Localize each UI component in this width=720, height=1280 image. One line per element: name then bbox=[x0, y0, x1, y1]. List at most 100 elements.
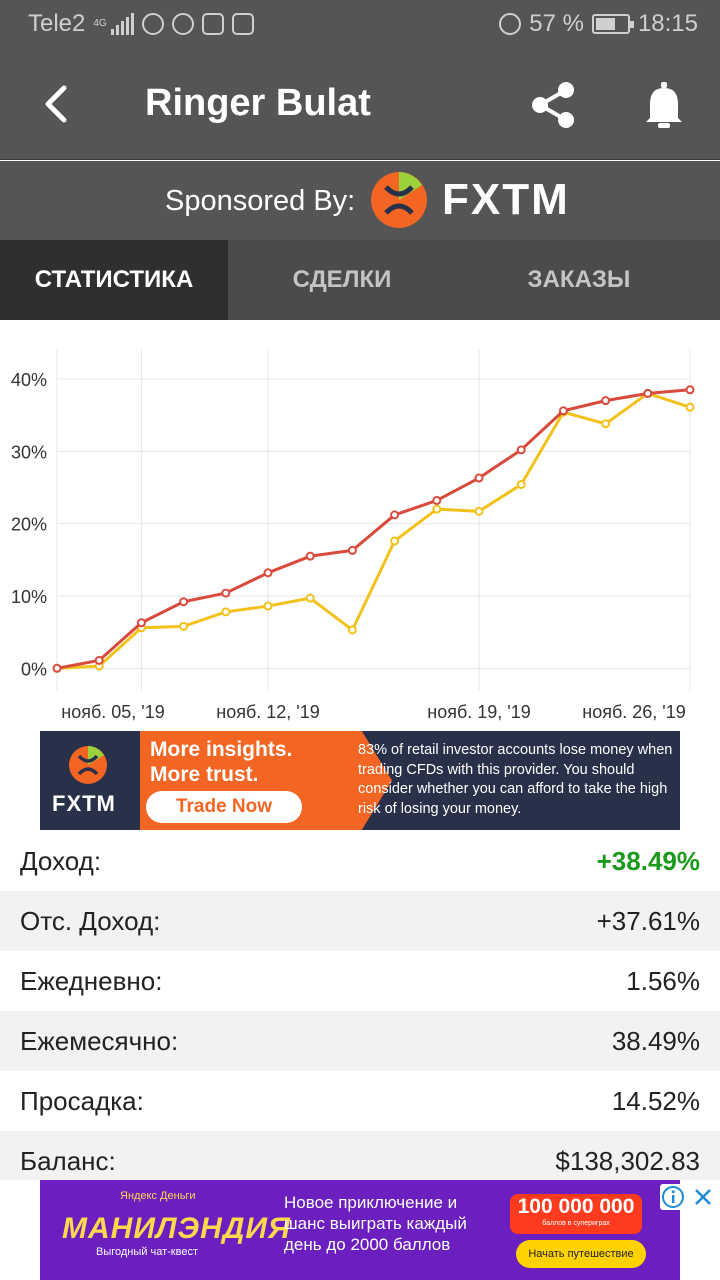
data-point bbox=[52, 663, 62, 673]
ad-brand-subtitle: Выгодный чат-квест bbox=[96, 1246, 198, 1258]
data-point bbox=[305, 593, 315, 603]
stat-value: $138,302.83 bbox=[555, 1145, 700, 1176]
network-type: 4G bbox=[93, 18, 107, 29]
data-point bbox=[221, 588, 231, 598]
ad-fxtm-wordmark: FXTM bbox=[52, 791, 116, 816]
stat-label: Ежемесячно: bbox=[20, 1025, 179, 1056]
stat-label: Ежедневно: bbox=[20, 965, 163, 996]
y-tick-label: 0% bbox=[21, 659, 47, 679]
data-point bbox=[432, 495, 442, 505]
stat-label: Отс. Доход: bbox=[20, 905, 161, 936]
ad-info-icon[interactable] bbox=[660, 1184, 686, 1210]
fxtm-ad-logo-icon bbox=[69, 746, 107, 784]
page-title: Ringer Bulat bbox=[145, 82, 371, 124]
data-point bbox=[601, 396, 611, 406]
data-point bbox=[685, 402, 695, 412]
search-icon bbox=[141, 13, 164, 35]
data-point bbox=[474, 506, 484, 516]
tab-orders[interactable]: ЗАКАЗЫ bbox=[527, 266, 631, 293]
stat-value: 1.56% bbox=[626, 965, 700, 996]
data-point bbox=[685, 385, 695, 395]
tab-bar: СТАТИСТИКА СДЕЛКИ ЗАКАЗЫ bbox=[0, 240, 720, 320]
data-point bbox=[221, 607, 231, 617]
status-bar: Tele2 4G 57 % 18:15 bbox=[0, 0, 720, 50]
y-tick-label: 10% bbox=[11, 587, 47, 607]
stat-row-abs-gain: Отс. Доход: +37.61% bbox=[0, 891, 720, 951]
signal-icon bbox=[110, 13, 134, 35]
data-point bbox=[390, 536, 400, 546]
data-point bbox=[432, 504, 442, 514]
app-bar: Ringer Bulat bbox=[0, 50, 720, 160]
data-point bbox=[601, 419, 611, 429]
y-tick-label: 20% bbox=[11, 515, 47, 535]
sponsor-label: Sponsored By: bbox=[165, 185, 356, 217]
whatsapp-icon bbox=[171, 13, 194, 35]
y-tick-label: 30% bbox=[11, 442, 47, 462]
stat-row-monthly: Ежемесячно: 38.49% bbox=[0, 1011, 720, 1071]
battery-icon bbox=[591, 14, 634, 34]
ad-headline-line-2: More trust. bbox=[150, 763, 259, 786]
data-point bbox=[347, 545, 357, 555]
ad-prize-amount: 100 000 000 bbox=[517, 1195, 635, 1218]
ad-message: Новое приключение и шанс выиграть каждый… bbox=[284, 1193, 467, 1254]
x-tick-label: нояб. 26, '19 bbox=[582, 702, 686, 722]
fxtm-wordmark: FXTM bbox=[442, 175, 570, 224]
ad-close-icon[interactable] bbox=[690, 1184, 716, 1210]
x-tick-label: нояб. 12, '19 bbox=[216, 702, 320, 722]
trade-now-button[interactable]: Trade Now bbox=[146, 791, 302, 823]
ad-sponsor-small: Яндекс Деньги bbox=[120, 1190, 196, 1202]
x-tick-label: нояб. 19, '19 bbox=[427, 702, 531, 722]
data-point bbox=[558, 406, 568, 416]
stat-value: +38.49% bbox=[596, 845, 700, 876]
ad-brand: МАНИЛЭНДИЯ bbox=[62, 1212, 291, 1245]
stat-label: Просадка: bbox=[20, 1085, 144, 1116]
carrier-label: Tele2 bbox=[28, 10, 86, 37]
stat-value: 38.49% bbox=[611, 1025, 700, 1056]
sponsor-bar[interactable]: Sponsored By: FXTM bbox=[0, 161, 720, 240]
tab-deals[interactable]: СДЕЛКИ bbox=[292, 266, 392, 293]
stats-table: Доход: +38.49% Отс. Доход: +37.61% Ежедн… bbox=[0, 831, 720, 1191]
data-point bbox=[305, 551, 315, 561]
data-point bbox=[390, 510, 400, 520]
data-point bbox=[94, 655, 104, 665]
ad-logo-area: FXTM bbox=[40, 731, 140, 830]
data-point bbox=[347, 625, 357, 635]
alarm-icon bbox=[499, 13, 522, 35]
ad-headline: More insights. More trust. bbox=[150, 737, 350, 787]
data-point bbox=[516, 445, 526, 455]
stat-row-gain: Доход: +38.49% bbox=[0, 831, 720, 891]
data-point bbox=[474, 473, 484, 483]
ad-start-button[interactable]: Начать путешествие bbox=[516, 1240, 646, 1268]
ad-disclaimer: 83% of retail investor accounts lose mon… bbox=[358, 742, 673, 817]
bottom-ad-banner[interactable]: Яндекс Деньги МАНИЛЭНДИЯ Выгодный чат-кв… bbox=[0, 1180, 720, 1280]
fxtm-logo[interactable]: FXTM bbox=[370, 171, 570, 229]
bell-icon[interactable] bbox=[640, 80, 688, 130]
x-tick-label: нояб. 05, '19 bbox=[61, 702, 165, 722]
tab-statistics[interactable]: СТАТИСТИКА bbox=[0, 240, 228, 320]
stat-row-drawdown: Просадка: 14.52% bbox=[0, 1071, 720, 1131]
fxtm-logo-icon bbox=[371, 172, 427, 228]
bottom-ad-content[interactable]: Яндекс Деньги МАНИЛЭНДИЯ Выгодный чат-кв… bbox=[40, 1180, 680, 1280]
fxtm-ad-banner[interactable]: FXTM More insights. More trust. Trade No… bbox=[40, 731, 680, 830]
data-point bbox=[516, 480, 526, 490]
ad-headline-line-1: More insights. bbox=[150, 738, 293, 761]
stat-label: Доход: bbox=[20, 845, 102, 876]
ad-prize-badge: 100 000 000 баллов в супериграх bbox=[510, 1194, 642, 1234]
stat-value: +37.61% bbox=[596, 905, 700, 936]
stat-label: Баланс: bbox=[20, 1145, 116, 1176]
back-arrow-icon[interactable] bbox=[34, 80, 82, 128]
stat-row-daily: Ежедневно: 1.56% bbox=[0, 951, 720, 1011]
ad-prize-subtitle: баллов в супериграх bbox=[542, 1220, 610, 1227]
clock: 18:15 bbox=[637, 10, 698, 37]
share-icon[interactable] bbox=[526, 78, 580, 132]
upload-icon bbox=[201, 13, 224, 35]
growth-chart: 0% 10% 20% 30% 40% нояб. 05, '19 нояб. 12, '19… bbox=[11, 350, 695, 722]
y-tick-label: 40% bbox=[11, 370, 47, 390]
data-point bbox=[179, 597, 189, 607]
data-point bbox=[643, 388, 653, 398]
instagram-icon bbox=[231, 13, 254, 35]
battery-percent: 57 % bbox=[529, 10, 584, 37]
stat-value: 14.52% bbox=[611, 1085, 700, 1116]
data-point bbox=[136, 618, 146, 628]
data-point bbox=[263, 601, 273, 611]
